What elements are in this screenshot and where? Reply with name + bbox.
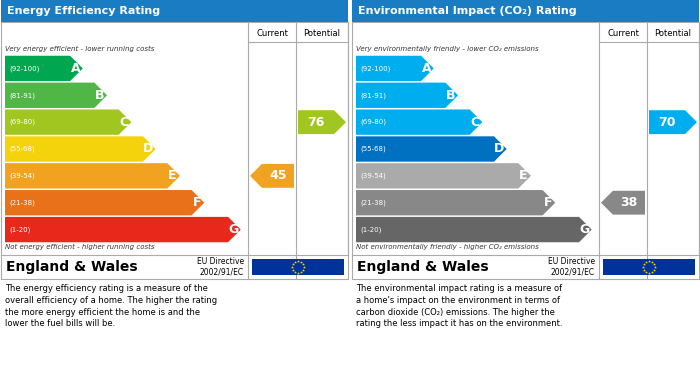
Text: E: E <box>519 169 528 182</box>
Text: (55-68): (55-68) <box>9 146 35 152</box>
Text: B: B <box>446 89 456 102</box>
Text: Not environmentally friendly - higher CO₂ emissions: Not environmentally friendly - higher CO… <box>356 244 539 250</box>
Text: England & Wales: England & Wales <box>6 260 138 274</box>
Text: Not energy efficient - higher running costs: Not energy efficient - higher running co… <box>5 244 155 250</box>
Polygon shape <box>356 109 482 135</box>
Polygon shape <box>5 190 204 215</box>
Polygon shape <box>5 136 155 162</box>
Text: A: A <box>421 62 431 75</box>
Text: (21-38): (21-38) <box>360 199 386 206</box>
Text: A: A <box>71 62 80 75</box>
Text: EU Directive
2002/91/EC: EU Directive 2002/91/EC <box>197 257 244 277</box>
Text: G: G <box>579 223 589 236</box>
Text: Very energy efficient - lower running costs: Very energy efficient - lower running co… <box>5 46 155 52</box>
Text: Current: Current <box>256 29 288 38</box>
Bar <box>603 259 695 275</box>
Text: Very environmentally friendly - lower CO₂ emissions: Very environmentally friendly - lower CO… <box>356 46 538 52</box>
Text: (92-100): (92-100) <box>9 65 39 72</box>
Text: G: G <box>228 223 239 236</box>
Polygon shape <box>356 163 531 188</box>
Text: 76: 76 <box>307 116 325 129</box>
Text: EU Directive
2002/91/EC: EU Directive 2002/91/EC <box>548 257 595 277</box>
Text: C: C <box>120 116 129 129</box>
Polygon shape <box>649 110 697 134</box>
Text: Current: Current <box>607 29 639 38</box>
Text: D: D <box>494 142 505 156</box>
Text: Potential: Potential <box>654 29 692 38</box>
Bar <box>252 259 344 275</box>
Text: The environmental impact rating is a measure of
a home's impact on the environme: The environmental impact rating is a mea… <box>356 284 563 328</box>
Polygon shape <box>250 164 294 188</box>
Text: B: B <box>95 89 104 102</box>
Polygon shape <box>356 136 507 162</box>
Text: (81-91): (81-91) <box>360 92 386 99</box>
Text: 38: 38 <box>620 196 638 209</box>
Polygon shape <box>5 163 180 188</box>
Text: (21-38): (21-38) <box>9 199 35 206</box>
Text: (69-80): (69-80) <box>9 119 35 126</box>
Text: (1-20): (1-20) <box>360 226 382 233</box>
Polygon shape <box>5 109 132 135</box>
Text: (92-100): (92-100) <box>360 65 391 72</box>
Text: E: E <box>169 169 177 182</box>
Text: (39-54): (39-54) <box>360 172 386 179</box>
Polygon shape <box>5 56 83 81</box>
Bar <box>1 0 348 22</box>
Polygon shape <box>5 217 241 242</box>
Text: Environmental Impact (CO₂) Rating: Environmental Impact (CO₂) Rating <box>358 6 577 16</box>
Polygon shape <box>5 83 107 108</box>
Polygon shape <box>601 191 645 215</box>
Text: (69-80): (69-80) <box>360 119 386 126</box>
Text: F: F <box>544 196 552 209</box>
Polygon shape <box>298 110 346 134</box>
Text: England & Wales: England & Wales <box>357 260 489 274</box>
Polygon shape <box>356 190 555 215</box>
Text: Potential: Potential <box>304 29 340 38</box>
Text: (81-91): (81-91) <box>9 92 35 99</box>
Bar <box>352 0 699 22</box>
Text: 70: 70 <box>658 116 676 129</box>
Polygon shape <box>356 83 458 108</box>
Text: C: C <box>470 116 480 129</box>
Polygon shape <box>356 56 434 81</box>
Text: Energy Efficiency Rating: Energy Efficiency Rating <box>7 6 160 16</box>
Bar <box>352 22 699 279</box>
Text: 45: 45 <box>270 169 287 182</box>
Text: D: D <box>144 142 153 156</box>
Text: F: F <box>193 196 201 209</box>
Text: (55-68): (55-68) <box>360 146 386 152</box>
Polygon shape <box>356 217 592 242</box>
Text: (39-54): (39-54) <box>9 172 35 179</box>
Text: (1-20): (1-20) <box>9 226 30 233</box>
Text: The energy efficiency rating is a measure of the
overall efficiency of a home. T: The energy efficiency rating is a measur… <box>5 284 217 328</box>
Bar <box>1 22 348 279</box>
